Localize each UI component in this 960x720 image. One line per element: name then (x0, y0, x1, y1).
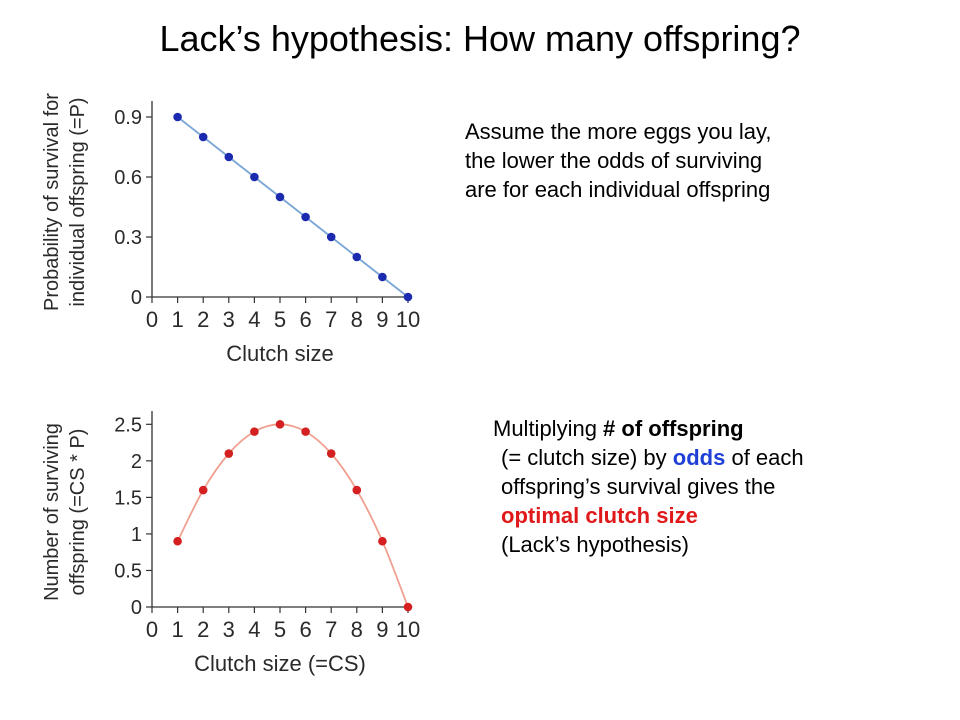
chart2-x-tick-label: 1 (171, 617, 183, 642)
chart1-x-tick-label: 4 (248, 307, 260, 332)
chart1-y-axis-label: individual offspring (=P) (67, 97, 89, 306)
explanation-line-5: (Lack’s hypothesis) (501, 532, 689, 557)
chart2-x-tick-label: 5 (274, 617, 286, 642)
chart2-series-line (176, 423, 409, 608)
chart2-x-tick-label: 8 (351, 617, 363, 642)
explanation-l2-pre: (= clutch size) by (501, 445, 673, 470)
chart1-data-point (352, 252, 362, 262)
chart1-x-tick-label: 6 (299, 307, 311, 332)
chart1-data-point (173, 112, 182, 122)
chart2-data-point (198, 485, 208, 495)
chart2-y-tick-label: 0.5 (114, 560, 142, 582)
chart1-data-point (378, 272, 387, 282)
chart1-data-point (198, 132, 208, 142)
chart2-x-tick-label: 3 (223, 617, 235, 642)
chart2-data-point (326, 449, 336, 458)
chart1-y-tick-label: 0.9 (114, 107, 142, 129)
chart2-data-point (173, 536, 182, 546)
chart1-data-point (250, 172, 259, 182)
chart2-x-tick-label: 10 (396, 617, 420, 642)
chart1-x-tick-label: 5 (274, 307, 286, 332)
explanation-line-3: offspring’s survival gives the (501, 474, 776, 499)
chart1-y-tick-label: 0.6 (114, 167, 142, 189)
chart2-data-point (250, 427, 259, 436)
chart1-x-tick-label: 0 (146, 307, 158, 332)
chart1-x-tick-label: 9 (376, 307, 388, 332)
chart1-data-point (224, 152, 234, 162)
chart2-x-tick-label: 9 (376, 617, 388, 642)
explanation-text: Multiplying # of offspring (= clutch siz… (493, 414, 804, 559)
chart1-y-tick-label: 0 (131, 287, 142, 309)
chart2-x-tick-label: 4 (248, 617, 260, 642)
chart1-data-point (275, 192, 285, 202)
chart2-y-tick-label: 1 (131, 524, 142, 546)
chart1-x-axis-label: Clutch size (226, 341, 334, 366)
chart1-x-tick-label: 3 (223, 307, 235, 332)
explanation-l2-post: of each (725, 445, 804, 470)
chart2-x-tick-label: 7 (325, 617, 337, 642)
explanation-l2-odds: odds (672, 445, 726, 470)
chart1-x-tick-label: 2 (197, 307, 209, 332)
explanation-l1-pre: Multiplying (493, 416, 604, 441)
chart2-y-tick-label: 0 (131, 597, 142, 619)
assumption-line-3: are for each individual offspring (465, 177, 771, 202)
chart1-x-tick-label: 7 (325, 307, 337, 332)
chart1-data-point (403, 292, 413, 302)
chart2-data-point (403, 602, 413, 612)
explanation-line-4: optimal clutch size (501, 503, 698, 528)
explanation-line-2: (= clutch size) by odds of each (493, 443, 804, 472)
assumption-line-1: Assume the more eggs you lay, (465, 119, 772, 144)
chart2-x-tick-label: 6 (299, 617, 311, 642)
explanation-line-1: Multiplying # of offspring (493, 414, 804, 443)
chart1-y-axis-label: Probability of survival for (41, 93, 63, 311)
chart2-data-point (224, 449, 234, 458)
explanation-l1-bold: # of offspring (603, 416, 744, 441)
chart2-data-point (275, 420, 285, 429)
chart2-data-point (352, 485, 362, 495)
chart2-y-axis-label: offspring (=CS * P) (67, 429, 89, 596)
chart2-x-tick-label: 0 (146, 617, 158, 642)
chart1-x-tick-label: 8 (351, 307, 363, 332)
chart1-x-tick-label: 1 (171, 307, 183, 332)
slide-title: Lack’s hypothesis: How many offspring? (159, 18, 801, 59)
chart2-y-tick-label: 1.5 (114, 487, 142, 509)
chart2-x-axis-label: Clutch size (=CS) (194, 651, 366, 676)
assumption-text: Assume the more eggs you lay, the lower … (465, 117, 772, 204)
assumption-line-2: the lower the odds of surviving (465, 148, 763, 173)
chart1-x-tick-label: 10 (396, 307, 420, 332)
chart2-y-tick-label: 2.5 (114, 414, 142, 436)
chart2-data-point (378, 536, 387, 546)
chart2-x-tick-label: 2 (197, 617, 209, 642)
chart2-y-tick-label: 2 (131, 451, 142, 473)
chart2-data-point (301, 427, 310, 436)
chart1-series-line (177, 116, 409, 298)
chart1-data-point (326, 232, 336, 242)
chart1-data-point (301, 212, 310, 222)
chart2-y-axis-label: Number of surviving (41, 423, 63, 601)
chart1-y-tick-label: 0.3 (114, 227, 142, 249)
